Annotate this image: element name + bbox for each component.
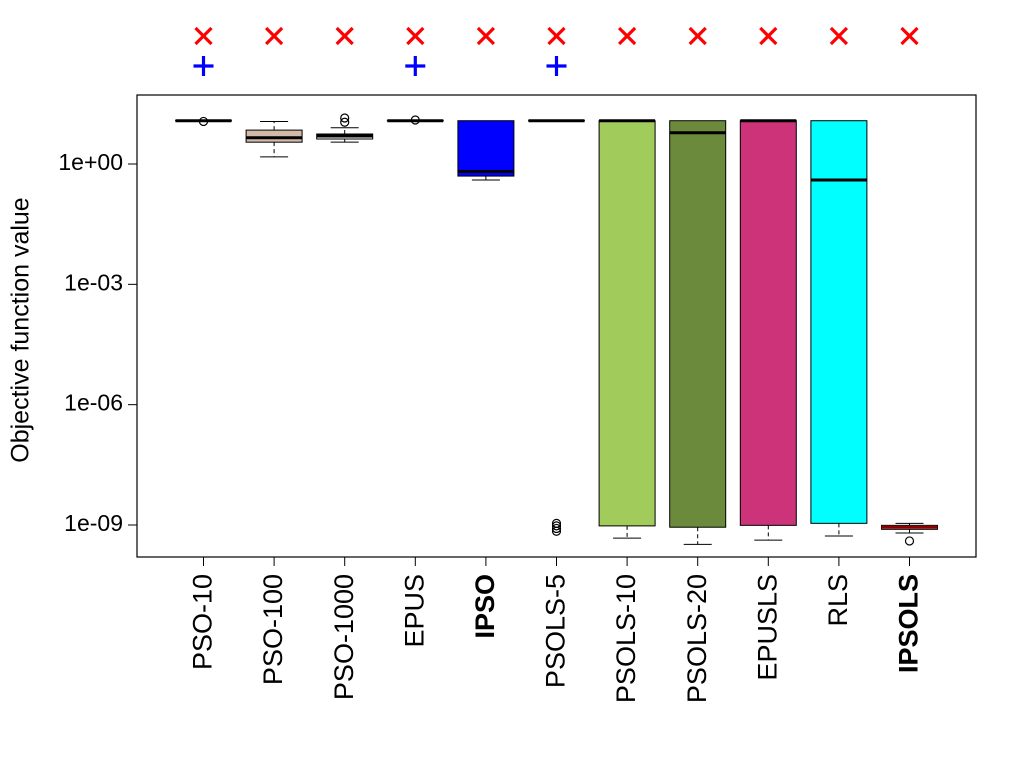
box-body bbox=[669, 120, 727, 528]
outlier-point bbox=[551, 526, 562, 536]
y-tick-label: 1e-09 bbox=[64, 510, 123, 536]
significance-markers bbox=[193, 26, 919, 76]
box-epus bbox=[386, 115, 444, 125]
box-epusls bbox=[739, 119, 797, 541]
cross-marker bbox=[900, 26, 919, 46]
boxes bbox=[175, 113, 938, 546]
outlier-point bbox=[410, 115, 420, 125]
cross-marker bbox=[688, 26, 707, 46]
outlier-point bbox=[904, 536, 915, 546]
x-axis: PSO-10 PSO-100 PSO-1000 EPUS IPSO PSOLS-5 PSOL… bbox=[188, 556, 924, 703]
box-psols-10 bbox=[598, 119, 656, 539]
box-body bbox=[739, 120, 797, 526]
box-pso-100 bbox=[245, 120, 303, 158]
cross-marker bbox=[194, 26, 213, 46]
outlier-point bbox=[551, 523, 562, 534]
cross-marker bbox=[829, 26, 849, 46]
cross-marker bbox=[406, 26, 425, 46]
outlier-point bbox=[198, 116, 209, 127]
cross-marker bbox=[547, 26, 566, 46]
box-ipsols bbox=[881, 522, 938, 546]
box-psols-20 bbox=[669, 120, 727, 545]
y-tick-label: 1e-06 bbox=[64, 390, 123, 416]
category-label: EPUSLS bbox=[752, 574, 782, 681]
category-label: IPSOLS bbox=[894, 574, 924, 673]
cross-marker bbox=[264, 26, 284, 46]
category-label: PSO-10 bbox=[188, 574, 218, 670]
box-ipso bbox=[457, 120, 515, 181]
box-psols-5 bbox=[528, 119, 585, 536]
category-label: EPUS bbox=[399, 574, 429, 648]
category-label: PSOLS-20 bbox=[682, 574, 712, 703]
category-label: PSOLS-5 bbox=[541, 574, 571, 688]
category-label: PSOLS-10 bbox=[611, 574, 641, 703]
outlier-point bbox=[340, 113, 350, 123]
box-rls bbox=[810, 120, 868, 537]
category-label: IPSO bbox=[470, 574, 500, 639]
y-tick-label: 1e+00 bbox=[58, 149, 123, 175]
cross-marker bbox=[759, 26, 778, 46]
outlier-point bbox=[551, 521, 562, 531]
outlier-point bbox=[340, 117, 350, 127]
cross-marker bbox=[476, 26, 496, 46]
cross-marker bbox=[335, 26, 354, 46]
box-body bbox=[457, 120, 515, 177]
category-label: RLS bbox=[823, 574, 853, 627]
y-tick-label: 1e-03 bbox=[64, 269, 123, 295]
category-label: PSO-100 bbox=[258, 574, 288, 685]
cross-marker bbox=[617, 26, 637, 46]
box-body bbox=[598, 120, 656, 527]
y-axis-title: Objective function value bbox=[7, 197, 35, 462]
box-body bbox=[245, 129, 303, 143]
box-body bbox=[810, 120, 868, 524]
category-label: PSO-1000 bbox=[329, 574, 359, 700]
box-pso-1000 bbox=[316, 113, 374, 143]
box-pso-10 bbox=[175, 116, 232, 127]
y-axis: 1e+00 1e-03 1e-06 1e-09 bbox=[58, 149, 138, 536]
